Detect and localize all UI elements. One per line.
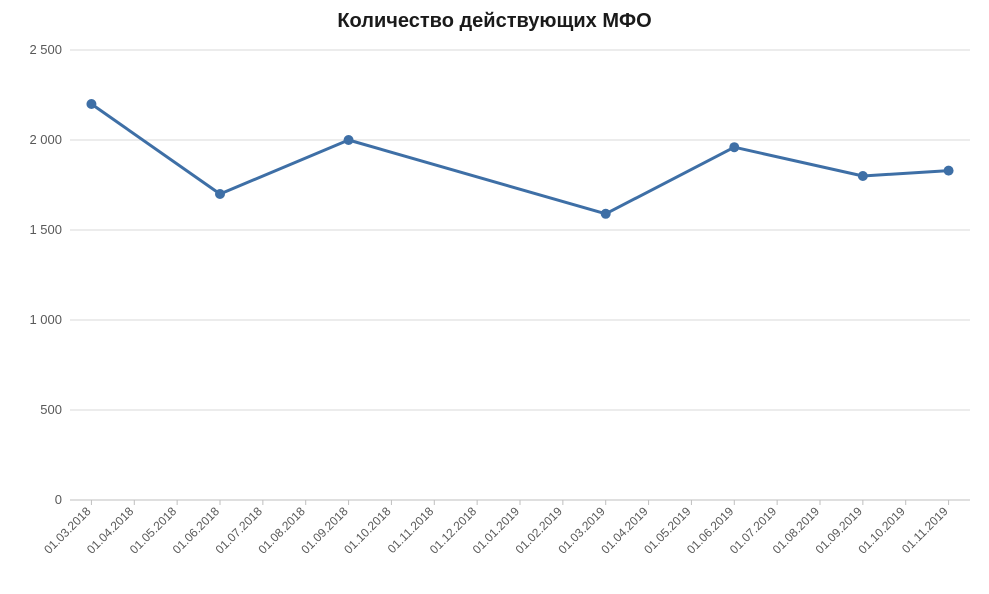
y-tick-label: 1 000 <box>29 312 62 327</box>
x-tick-label: 01.10.2018 <box>341 504 394 557</box>
series-marker <box>86 99 96 109</box>
series-marker <box>858 171 868 181</box>
x-tick-label: 01.10.2019 <box>855 504 908 557</box>
chart-container: Количество действующих МФО 05001 0001 50… <box>0 0 989 594</box>
y-tick-label: 0 <box>55 492 62 507</box>
y-tick-label: 500 <box>40 402 62 417</box>
y-tick-label: 2 500 <box>29 42 62 57</box>
series-marker <box>344 135 354 145</box>
y-tick-label: 2 000 <box>29 132 62 147</box>
series-marker <box>601 209 611 219</box>
y-tick-label: 1 500 <box>29 222 62 237</box>
chart-svg: 05001 0001 5002 0002 50001.03.201801.04.… <box>0 0 989 594</box>
series-marker <box>215 189 225 199</box>
series-marker <box>729 142 739 152</box>
series-marker <box>944 166 954 176</box>
x-tick-label: 01.11.2019 <box>899 504 951 556</box>
